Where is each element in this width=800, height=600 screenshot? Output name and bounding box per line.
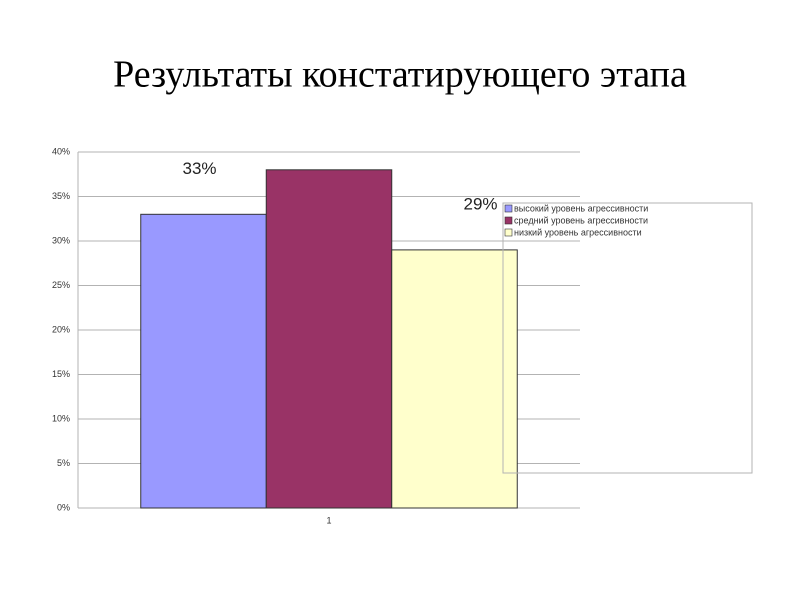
y-tick-label: 20%: [52, 324, 70, 334]
y-tick-label: 5%: [57, 458, 70, 468]
y-tick-label: 10%: [52, 413, 70, 423]
value-label: 33%: [182, 159, 216, 178]
x-tick-label: 1: [326, 515, 331, 525]
legend-label: высокий уровень агрессивности: [514, 203, 648, 213]
bar: [140, 213, 267, 509]
legend-swatch: [504, 216, 513, 225]
y-tick-label: 40%: [52, 146, 70, 156]
bar: [265, 169, 393, 509]
y-tick-label: 0%: [57, 502, 70, 512]
legend-box: [502, 202, 753, 474]
y-tick-label: 35%: [52, 191, 70, 201]
y-tick-label: 30%: [52, 235, 70, 245]
legend-swatch: [504, 228, 513, 237]
legend-label: средний уровень агрессивности: [514, 215, 648, 225]
chart-title: Результаты констатирующего этапа: [113, 54, 687, 96]
y-tick-label: 25%: [52, 280, 70, 290]
value-label: 29%: [463, 194, 497, 213]
bar: [391, 249, 518, 509]
y-tick-label: 15%: [52, 369, 70, 379]
legend-label: низкий уровень агрессивности: [514, 227, 642, 237]
legend-swatch: [504, 204, 513, 213]
